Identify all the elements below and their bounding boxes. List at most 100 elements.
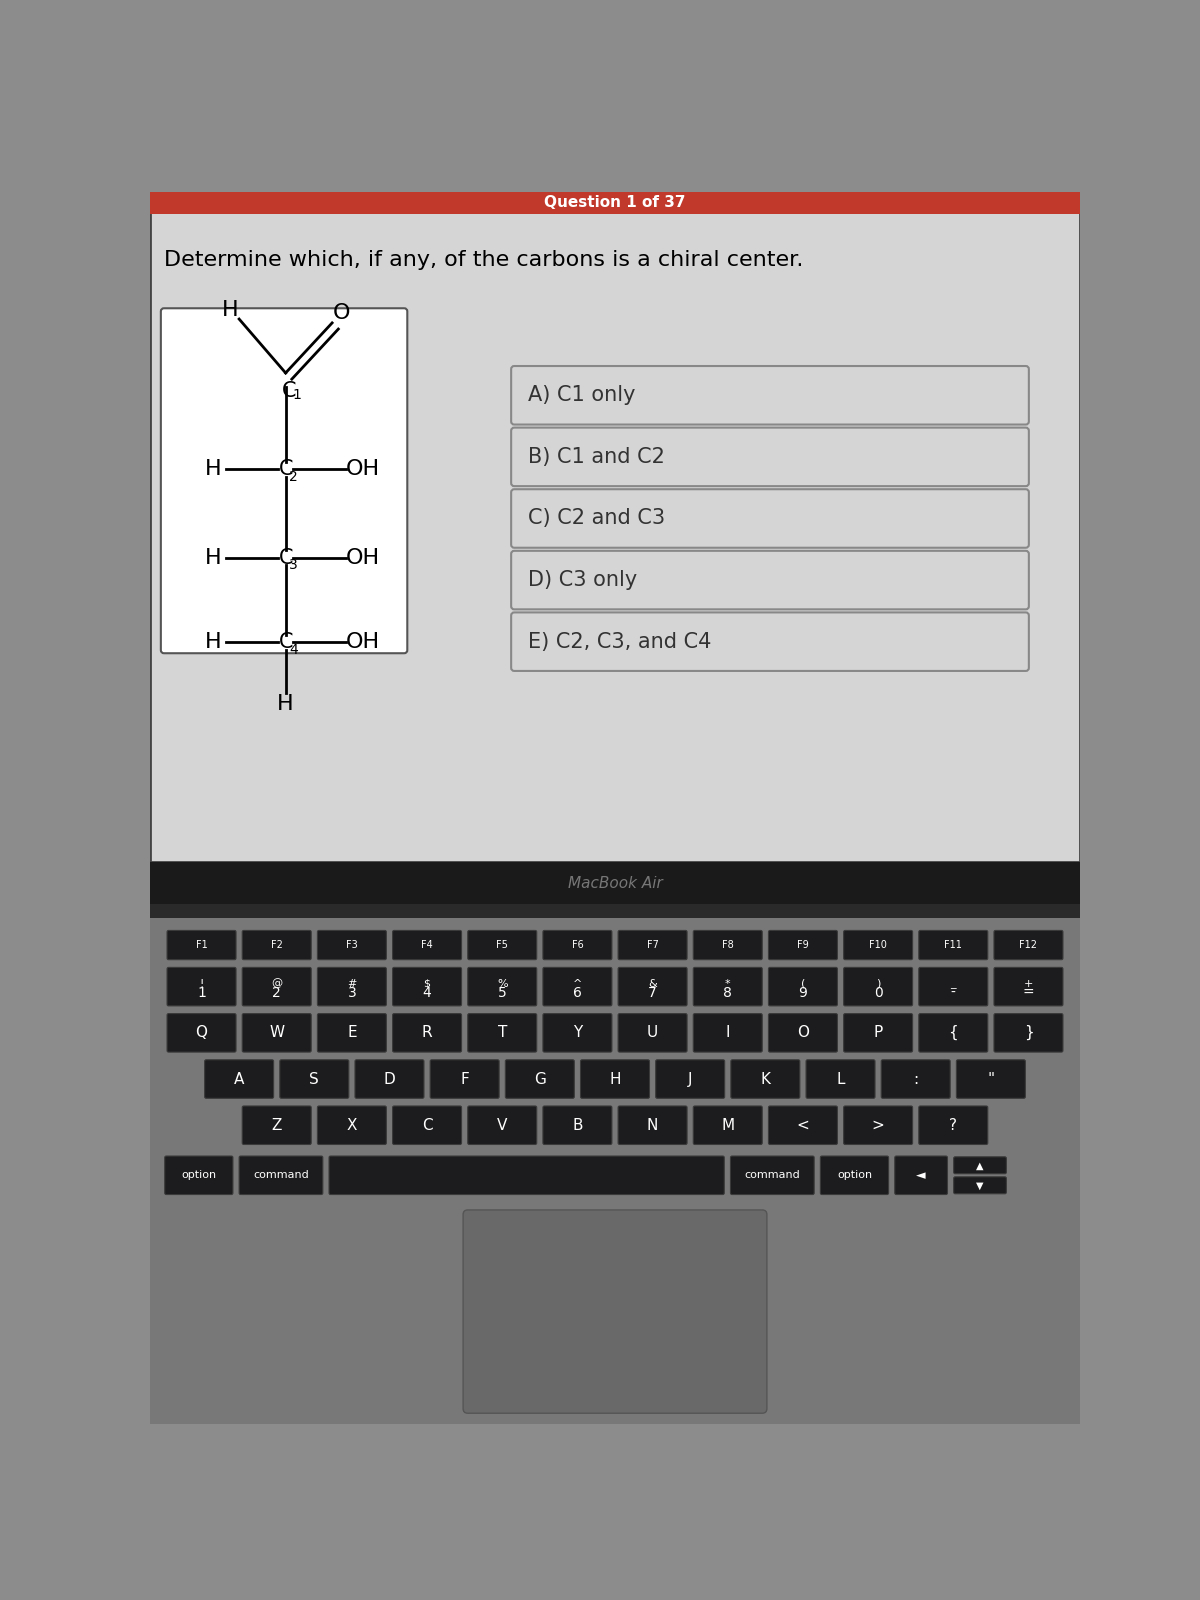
Text: M: M <box>721 1118 734 1133</box>
Text: Y: Y <box>572 1026 582 1040</box>
Text: V: V <box>497 1118 508 1133</box>
Text: F12: F12 <box>1020 941 1038 950</box>
FancyBboxPatch shape <box>468 931 536 960</box>
Text: 4: 4 <box>289 643 298 658</box>
Text: F9: F9 <box>797 941 809 950</box>
Text: #: # <box>347 979 356 989</box>
Text: ▼: ▼ <box>977 1181 984 1190</box>
FancyBboxPatch shape <box>317 968 386 1006</box>
Text: 8: 8 <box>724 986 732 1000</box>
FancyBboxPatch shape <box>468 1106 536 1144</box>
Text: option: option <box>836 1170 872 1181</box>
Text: &: & <box>648 979 656 989</box>
FancyBboxPatch shape <box>280 1059 349 1098</box>
Text: N: N <box>647 1118 659 1133</box>
Text: 3: 3 <box>289 558 298 573</box>
Text: >: > <box>871 1118 884 1133</box>
Text: F2: F2 <box>271 941 283 950</box>
Text: D: D <box>384 1072 395 1086</box>
FancyBboxPatch shape <box>844 968 913 1006</box>
Text: U: U <box>647 1026 659 1040</box>
Text: OH: OH <box>346 632 380 653</box>
Text: @: @ <box>271 979 282 989</box>
Text: _: _ <box>950 979 956 989</box>
FancyBboxPatch shape <box>392 1106 462 1144</box>
Bar <box>150 918 1080 1424</box>
FancyBboxPatch shape <box>242 931 311 960</box>
FancyBboxPatch shape <box>618 931 688 960</box>
Text: OH: OH <box>346 547 380 568</box>
Text: !: ! <box>199 979 204 989</box>
Text: H: H <box>205 632 222 653</box>
FancyBboxPatch shape <box>895 1157 948 1195</box>
Text: ▲: ▲ <box>977 1160 984 1170</box>
FancyBboxPatch shape <box>167 931 236 960</box>
FancyBboxPatch shape <box>242 968 311 1006</box>
FancyBboxPatch shape <box>919 931 988 960</box>
Text: Q: Q <box>196 1026 208 1040</box>
Text: F7: F7 <box>647 941 659 950</box>
FancyBboxPatch shape <box>430 1059 499 1098</box>
Text: E: E <box>347 1026 356 1040</box>
FancyBboxPatch shape <box>511 366 1028 424</box>
Text: I: I <box>726 1026 730 1040</box>
Text: ?: ? <box>949 1118 958 1133</box>
Text: F4: F4 <box>421 941 433 950</box>
FancyBboxPatch shape <box>881 1059 950 1098</box>
FancyBboxPatch shape <box>392 1013 462 1053</box>
Text: C: C <box>278 459 293 480</box>
FancyBboxPatch shape <box>392 931 462 960</box>
FancyBboxPatch shape <box>618 1106 688 1144</box>
FancyBboxPatch shape <box>468 968 536 1006</box>
Text: %: % <box>497 979 508 989</box>
FancyBboxPatch shape <box>731 1157 814 1195</box>
FancyBboxPatch shape <box>844 931 913 960</box>
Text: G: G <box>534 1072 546 1086</box>
Text: O: O <box>797 1026 809 1040</box>
Text: C) C2 and C3: C) C2 and C3 <box>528 509 665 528</box>
Text: C: C <box>278 632 293 653</box>
FancyBboxPatch shape <box>694 1013 762 1053</box>
Text: R: R <box>421 1026 432 1040</box>
FancyBboxPatch shape <box>954 1178 1007 1194</box>
FancyBboxPatch shape <box>161 309 407 653</box>
Text: Z: Z <box>271 1118 282 1133</box>
Text: B: B <box>572 1118 583 1133</box>
FancyBboxPatch shape <box>994 1013 1063 1053</box>
Text: A: A <box>234 1072 245 1086</box>
Text: *: * <box>725 979 731 989</box>
Bar <box>150 862 1080 904</box>
FancyBboxPatch shape <box>806 1059 875 1098</box>
Text: 9: 9 <box>798 986 808 1000</box>
Text: P: P <box>874 1026 883 1040</box>
Text: H: H <box>205 459 222 480</box>
FancyBboxPatch shape <box>317 1106 386 1144</box>
Text: H: H <box>277 694 294 714</box>
FancyBboxPatch shape <box>542 968 612 1006</box>
Text: 5: 5 <box>498 986 506 1000</box>
Text: J: J <box>688 1072 692 1086</box>
FancyBboxPatch shape <box>164 1157 233 1195</box>
Text: C: C <box>282 381 296 400</box>
Text: O: O <box>332 302 350 323</box>
FancyBboxPatch shape <box>542 931 612 960</box>
Text: X: X <box>347 1118 358 1133</box>
FancyBboxPatch shape <box>956 1059 1025 1098</box>
Text: E) C2, C3, and C4: E) C2, C3, and C4 <box>528 632 712 651</box>
Text: H: H <box>205 547 222 568</box>
FancyBboxPatch shape <box>317 1013 386 1053</box>
FancyBboxPatch shape <box>392 968 462 1006</box>
Text: L: L <box>836 1072 845 1086</box>
Text: D) C3 only: D) C3 only <box>528 570 637 590</box>
Text: 2: 2 <box>289 470 298 483</box>
Text: F10: F10 <box>869 941 887 950</box>
FancyBboxPatch shape <box>994 931 1063 960</box>
Text: }: } <box>1024 1026 1033 1040</box>
FancyBboxPatch shape <box>205 1059 274 1098</box>
FancyBboxPatch shape <box>954 1157 1007 1174</box>
Text: {: { <box>948 1026 958 1040</box>
Text: +: + <box>1024 979 1033 989</box>
Text: ): ) <box>876 979 881 989</box>
FancyBboxPatch shape <box>768 1106 838 1144</box>
FancyBboxPatch shape <box>542 1013 612 1053</box>
